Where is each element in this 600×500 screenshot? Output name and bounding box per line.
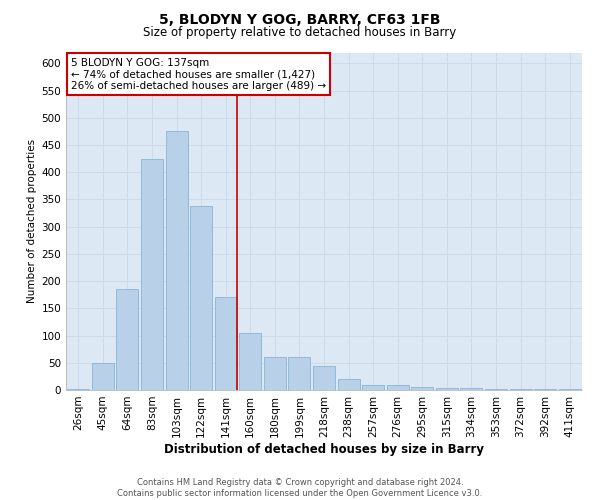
Bar bbox=[289, 358, 310, 390]
Bar bbox=[116, 290, 139, 390]
Bar bbox=[386, 384, 409, 390]
Bar bbox=[166, 132, 188, 390]
Bar bbox=[67, 389, 89, 390]
Bar bbox=[411, 388, 433, 390]
Bar bbox=[141, 158, 163, 390]
Bar bbox=[92, 363, 114, 390]
Bar bbox=[436, 388, 458, 390]
X-axis label: Distribution of detached houses by size in Barry: Distribution of detached houses by size … bbox=[164, 442, 484, 456]
Text: 5 BLODYN Y GOG: 137sqm
← 74% of detached houses are smaller (1,427)
26% of semi-: 5 BLODYN Y GOG: 137sqm ← 74% of detached… bbox=[71, 58, 326, 91]
Text: Size of property relative to detached houses in Barry: Size of property relative to detached ho… bbox=[143, 26, 457, 39]
Y-axis label: Number of detached properties: Number of detached properties bbox=[27, 139, 37, 304]
Bar bbox=[215, 298, 237, 390]
Bar bbox=[239, 333, 262, 390]
Bar bbox=[264, 358, 286, 390]
Text: Contains HM Land Registry data © Crown copyright and database right 2024.
Contai: Contains HM Land Registry data © Crown c… bbox=[118, 478, 482, 498]
Bar bbox=[460, 388, 482, 390]
Bar bbox=[338, 379, 359, 390]
Bar bbox=[313, 366, 335, 390]
Text: 5, BLODYN Y GOG, BARRY, CF63 1FB: 5, BLODYN Y GOG, BARRY, CF63 1FB bbox=[159, 12, 441, 26]
Bar bbox=[362, 384, 384, 390]
Bar bbox=[190, 206, 212, 390]
